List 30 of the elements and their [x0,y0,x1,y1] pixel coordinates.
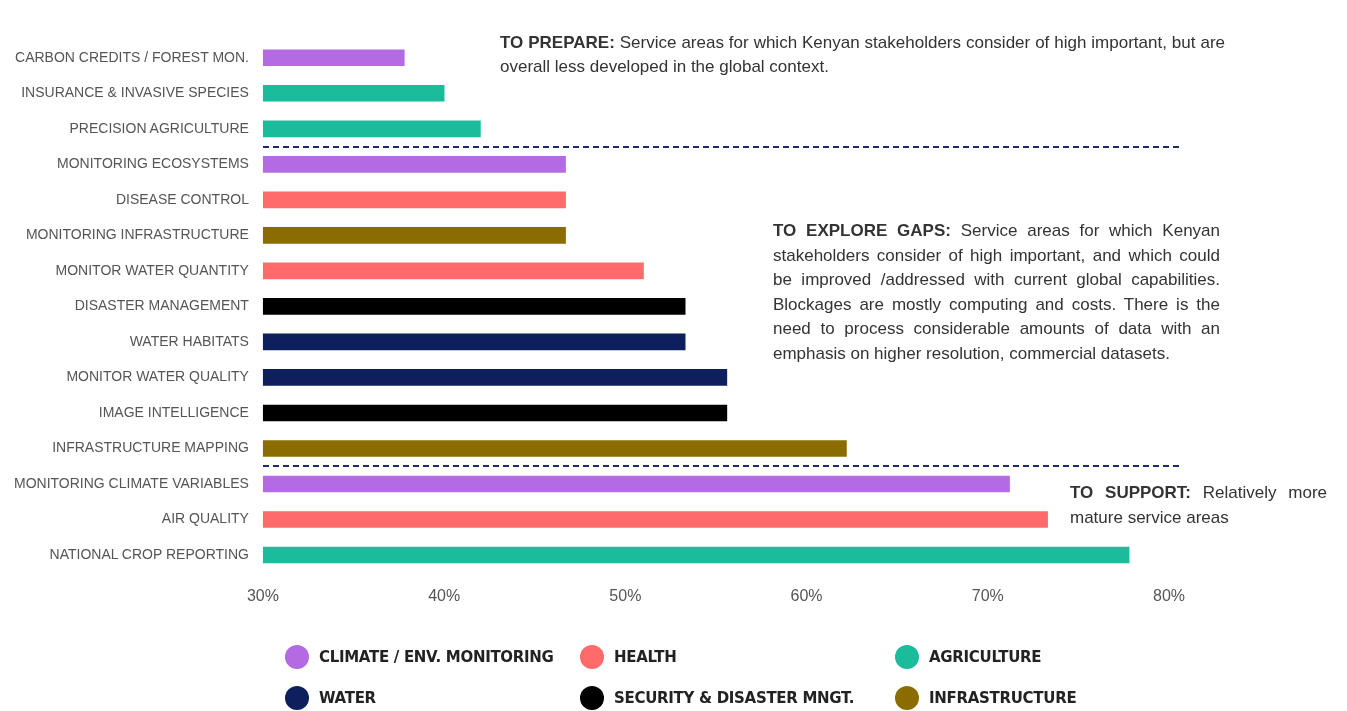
legend-label: INFRASTRUCTURE [928,688,1078,709]
y-tick-label: MONITOR WATER QUANTITY [55,261,250,278]
x-tick-label: 50% [609,586,642,604]
y-tick-label: WATER HABITATS [129,332,249,349]
x-tick-label: 70% [971,586,1004,604]
legend-label: WATER [318,688,377,709]
y-tick-label: MONITORING CLIMATE VARIABLES [13,474,249,491]
legend-label: HEALTH [613,647,678,668]
y-tick-label: PRECISION AGRICULTURE [69,119,249,136]
y-tick-label: MONITOR WATER QUALITY [66,368,250,385]
x-tick-label: 80% [1152,586,1186,604]
y-tick-label: MONITORING ECOSYSTEMS [57,155,249,172]
x-tick-label: 30% [246,586,279,604]
annotation: TO EXPLORE GAPS: Service areas for which Kenyan stakeholders consider of high important, and which could be improved /addressed with current global capabilities. Blockages are mostly computing and costs. There is the need to process considerable amounts of data with an emphasis on higher resolution, commercial datasets. [773,220,1220,365]
annotation: TO SUPPORT: Relatively more mature service areas [1070,482,1327,529]
y-tick-label: NATIONAL CROP REPORTING [49,545,249,562]
y-tick-label: AIR QUALITY [161,510,250,527]
y-tick-label: DISEASE CONTROL [115,190,250,207]
y-tick-label: MONITORING INFRASTRUCTURE [25,226,249,243]
y-tick-label: INSURANCE & INVASIVE SPECIES [21,84,249,101]
annotation: TO PREPARE: Service areas for which Kenyan stakeholders consider of high important, but are overall less developed in the global context. [500,31,1225,79]
x-tick-label: 60% [790,586,823,604]
y-tick-label: CARBON CREDITS / FOREST MON. [15,48,249,65]
legend-label: AGRICULTURE [928,647,1043,668]
x-tick-label: 40% [428,586,461,604]
y-tick-label: DISASTER MANAGEMENT [74,297,250,314]
legend-label: SECURITY & DISASTER MNGT. [613,688,856,709]
y-tick-label: INFRASTRUCTURE MAPPING [52,439,249,456]
y-tick-label: IMAGE INTELLIGENCE [98,403,249,420]
legend-label: CLIMATE / ENV. MONITORING [318,647,555,668]
